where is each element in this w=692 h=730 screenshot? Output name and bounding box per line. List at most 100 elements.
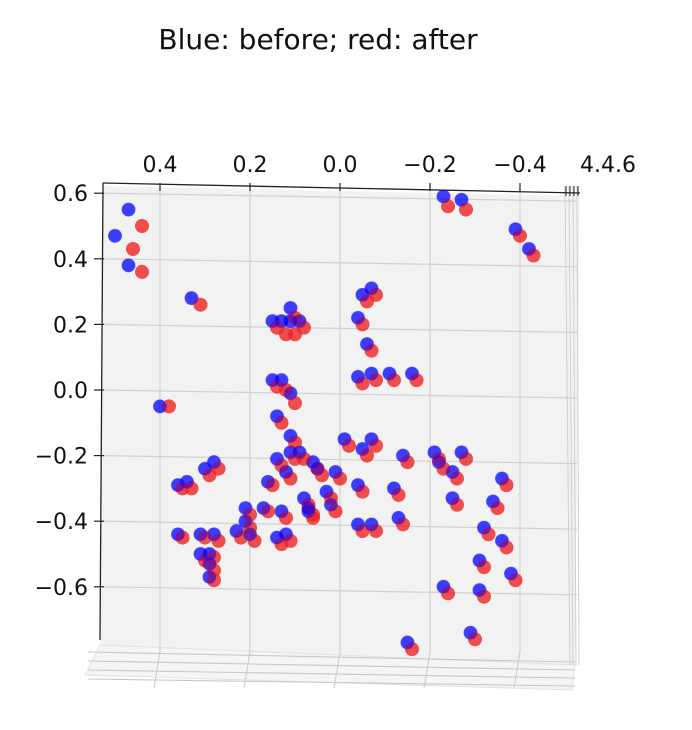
point-before-overlay <box>360 337 374 351</box>
point-before-overlay <box>356 442 369 456</box>
point-before-overlay <box>203 570 216 584</box>
point-before-overlay <box>320 485 333 499</box>
point-before-overlay <box>203 557 216 571</box>
point-before-overlay <box>446 491 459 505</box>
y-tick-label: 0.2 <box>53 313 88 338</box>
point-after <box>126 241 140 256</box>
floor-grid-line <box>243 651 251 689</box>
point-before-overlay <box>270 409 284 423</box>
point-before-overlay <box>351 311 365 325</box>
point-after <box>409 373 424 388</box>
y-grid-line <box>102 323 578 333</box>
point-after <box>135 219 149 233</box>
point-before-overlay <box>477 521 491 535</box>
point-before-overlay <box>284 445 297 459</box>
point-after <box>288 435 302 450</box>
point-after <box>297 451 311 466</box>
point-before <box>108 228 122 243</box>
point-after <box>279 383 293 397</box>
point-before-overlay <box>387 481 401 495</box>
point-before-overlay <box>284 429 297 443</box>
point-before-overlay <box>401 636 414 650</box>
point-after <box>315 468 329 483</box>
point-before-overlay <box>198 462 212 476</box>
point-after <box>499 540 514 555</box>
point-before-overlay <box>284 386 297 400</box>
point-before-overlay <box>284 301 297 315</box>
point-after <box>513 228 527 243</box>
x-tick-label: 0.2 <box>233 153 268 178</box>
point-after <box>193 297 208 312</box>
point-after <box>162 399 176 414</box>
point-after <box>288 396 302 411</box>
point-before-overlay <box>306 455 320 469</box>
point-before-overlay <box>495 534 509 548</box>
edge-depth-line <box>576 185 580 666</box>
chart-title: Blue: before; red: after <box>158 23 478 56</box>
point-before-overlay <box>275 504 288 518</box>
floor-grid-line <box>333 651 341 689</box>
point-after <box>135 264 149 279</box>
point-before-overlay <box>266 314 279 328</box>
x-tick-label: −0.2 <box>403 153 456 178</box>
point-before-overlay <box>203 547 216 561</box>
point-after <box>324 491 338 506</box>
point-before-overlay <box>365 432 378 446</box>
y-grid-line <box>102 192 578 202</box>
edge-depth-line <box>572 185 577 666</box>
point-before-overlay <box>302 504 315 518</box>
point-before-overlay <box>365 281 378 295</box>
floor-depth-line <box>87 651 576 663</box>
point-before-overlay <box>185 291 198 305</box>
point-before-overlay <box>239 514 252 528</box>
point-after <box>207 573 221 588</box>
y-grid-line <box>102 520 578 530</box>
point-after <box>288 310 302 325</box>
point-after <box>283 533 298 548</box>
point-after <box>175 530 190 545</box>
point-before-overlay <box>279 465 293 479</box>
point-after <box>306 510 320 525</box>
point-before-overlay <box>473 583 486 597</box>
point-after <box>207 563 221 578</box>
point-before-overlay <box>239 501 252 515</box>
point-before-overlay <box>365 517 378 531</box>
point-after <box>477 589 491 604</box>
point-after <box>198 553 212 568</box>
point-before-overlay <box>230 524 243 538</box>
point-before-overlay <box>293 445 306 459</box>
point-before-overlay <box>171 527 185 541</box>
point-before-overlay <box>194 547 207 561</box>
y-tick-label: 0.4 <box>53 248 88 273</box>
point-after <box>490 501 505 516</box>
point-after <box>333 471 347 486</box>
point-after <box>369 438 383 453</box>
point-after <box>243 507 257 522</box>
point-after <box>441 199 455 214</box>
point-before-overlay <box>437 189 450 203</box>
point-before-overlay <box>351 517 365 531</box>
x-tick-label: 0.4 <box>143 153 178 178</box>
y-axis-line <box>99 182 104 641</box>
point-before-overlay <box>270 531 284 545</box>
point-before-overlay <box>297 491 311 505</box>
point-before-overlay <box>194 527 207 541</box>
point-after <box>274 415 289 430</box>
y-grid-line <box>102 258 578 268</box>
point-after <box>391 487 406 502</box>
point-before-overlay <box>356 288 369 302</box>
point-after <box>396 517 410 532</box>
point-after <box>481 527 496 542</box>
floor-grid-line <box>513 651 521 689</box>
y-grid-line <box>102 389 578 399</box>
point-before-overlay <box>108 229 122 243</box>
point-before-overlay <box>351 370 365 384</box>
point-before <box>121 202 136 217</box>
grid-lines <box>87 185 580 689</box>
point-after <box>459 202 473 217</box>
point-before-overlay <box>302 501 315 515</box>
point-before-overlay <box>171 478 185 492</box>
x-edge-tick-labels: 4.4.6 <box>580 153 636 178</box>
point-before-overlay <box>446 465 459 479</box>
